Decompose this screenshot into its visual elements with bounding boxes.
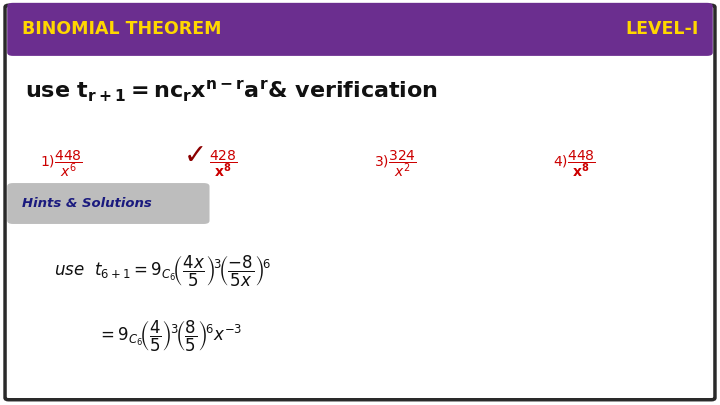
Text: $use\ \ t_{6+1}=9_{C_6}\!\left(\dfrac{4x}{5}\right)^{\!3}\!\left(\dfrac{-8}{5x}\: $use\ \ t_{6+1}=9_{C_6}\!\left(\dfrac{4x… [54, 254, 271, 289]
Text: $1)\dfrac{448}{x^{6}}$: $1)\dfrac{448}{x^{6}}$ [40, 149, 82, 179]
Text: BINOMIAL THEOREM: BINOMIAL THEOREM [22, 20, 221, 38]
Text: $\dfrac{428}{\mathbf{x^{8}}}$: $\dfrac{428}{\mathbf{x^{8}}}$ [209, 149, 238, 179]
Text: Hints & Solutions: Hints & Solutions [22, 197, 151, 210]
Text: $3)\dfrac{324}{x^{2}}$: $3)\dfrac{324}{x^{2}}$ [374, 149, 417, 179]
Text: $=9_{C_6}\!\left(\dfrac{4}{5}\right)^{\!3}\!\left(\dfrac{8}{5}\right)^{\!6}x^{-3: $=9_{C_6}\!\left(\dfrac{4}{5}\right)^{\!… [97, 319, 243, 354]
Text: LEVEL-I: LEVEL-I [625, 20, 698, 38]
FancyBboxPatch shape [5, 5, 715, 400]
FancyBboxPatch shape [7, 183, 210, 224]
Text: ✓: ✓ [184, 142, 207, 170]
Text: $4)\dfrac{448}{\mathbf{x^{8}}}$: $4)\dfrac{448}{\mathbf{x^{8}}}$ [553, 149, 595, 179]
Text: use $\mathbf{t_{r+1}=nc_{r}x^{n-r}a^{r}}$& verification: use $\mathbf{t_{r+1}=nc_{r}x^{n-r}a^{r}}… [25, 78, 438, 104]
FancyBboxPatch shape [7, 3, 713, 56]
